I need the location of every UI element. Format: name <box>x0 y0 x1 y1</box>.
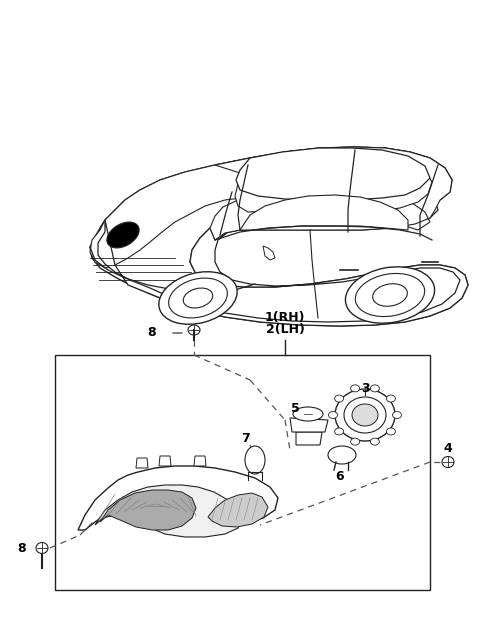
Ellipse shape <box>371 385 379 392</box>
Ellipse shape <box>355 273 425 317</box>
Polygon shape <box>159 456 171 466</box>
Ellipse shape <box>335 395 344 402</box>
Text: 4: 4 <box>444 442 452 454</box>
Ellipse shape <box>386 395 396 402</box>
Polygon shape <box>210 147 452 240</box>
Text: 7: 7 <box>240 432 250 444</box>
Bar <box>55 355 430 590</box>
Polygon shape <box>136 458 148 468</box>
Ellipse shape <box>183 288 213 308</box>
Text: 6: 6 <box>336 469 344 483</box>
Polygon shape <box>78 466 278 530</box>
Ellipse shape <box>293 407 323 421</box>
Ellipse shape <box>168 278 228 318</box>
Text: 1(RH): 1(RH) <box>265 312 305 324</box>
Polygon shape <box>90 147 452 268</box>
Ellipse shape <box>393 411 401 418</box>
Ellipse shape <box>159 272 237 324</box>
Ellipse shape <box>344 397 386 433</box>
Polygon shape <box>236 148 430 200</box>
Ellipse shape <box>36 543 48 553</box>
Ellipse shape <box>335 389 395 441</box>
Polygon shape <box>240 195 408 230</box>
Polygon shape <box>95 485 242 537</box>
Text: 8: 8 <box>148 326 156 339</box>
Ellipse shape <box>346 267 434 323</box>
Ellipse shape <box>371 438 379 445</box>
Polygon shape <box>235 152 432 213</box>
Polygon shape <box>296 432 322 445</box>
Ellipse shape <box>352 404 378 426</box>
Text: 5: 5 <box>290 401 300 415</box>
Ellipse shape <box>350 438 360 445</box>
Polygon shape <box>100 490 196 530</box>
Ellipse shape <box>386 428 396 435</box>
Ellipse shape <box>335 428 344 435</box>
Polygon shape <box>98 200 468 326</box>
Ellipse shape <box>372 284 408 306</box>
Text: 2(LH): 2(LH) <box>265 324 304 336</box>
Ellipse shape <box>107 222 139 248</box>
Polygon shape <box>208 493 268 527</box>
Polygon shape <box>90 147 468 326</box>
Polygon shape <box>290 418 328 432</box>
Ellipse shape <box>245 446 265 474</box>
Ellipse shape <box>328 446 356 464</box>
Polygon shape <box>194 456 206 466</box>
Ellipse shape <box>188 325 200 335</box>
Text: 8: 8 <box>18 541 26 555</box>
Ellipse shape <box>350 385 360 392</box>
Text: 3: 3 <box>360 382 369 394</box>
Ellipse shape <box>328 411 337 418</box>
Polygon shape <box>263 246 275 260</box>
Ellipse shape <box>442 456 454 468</box>
